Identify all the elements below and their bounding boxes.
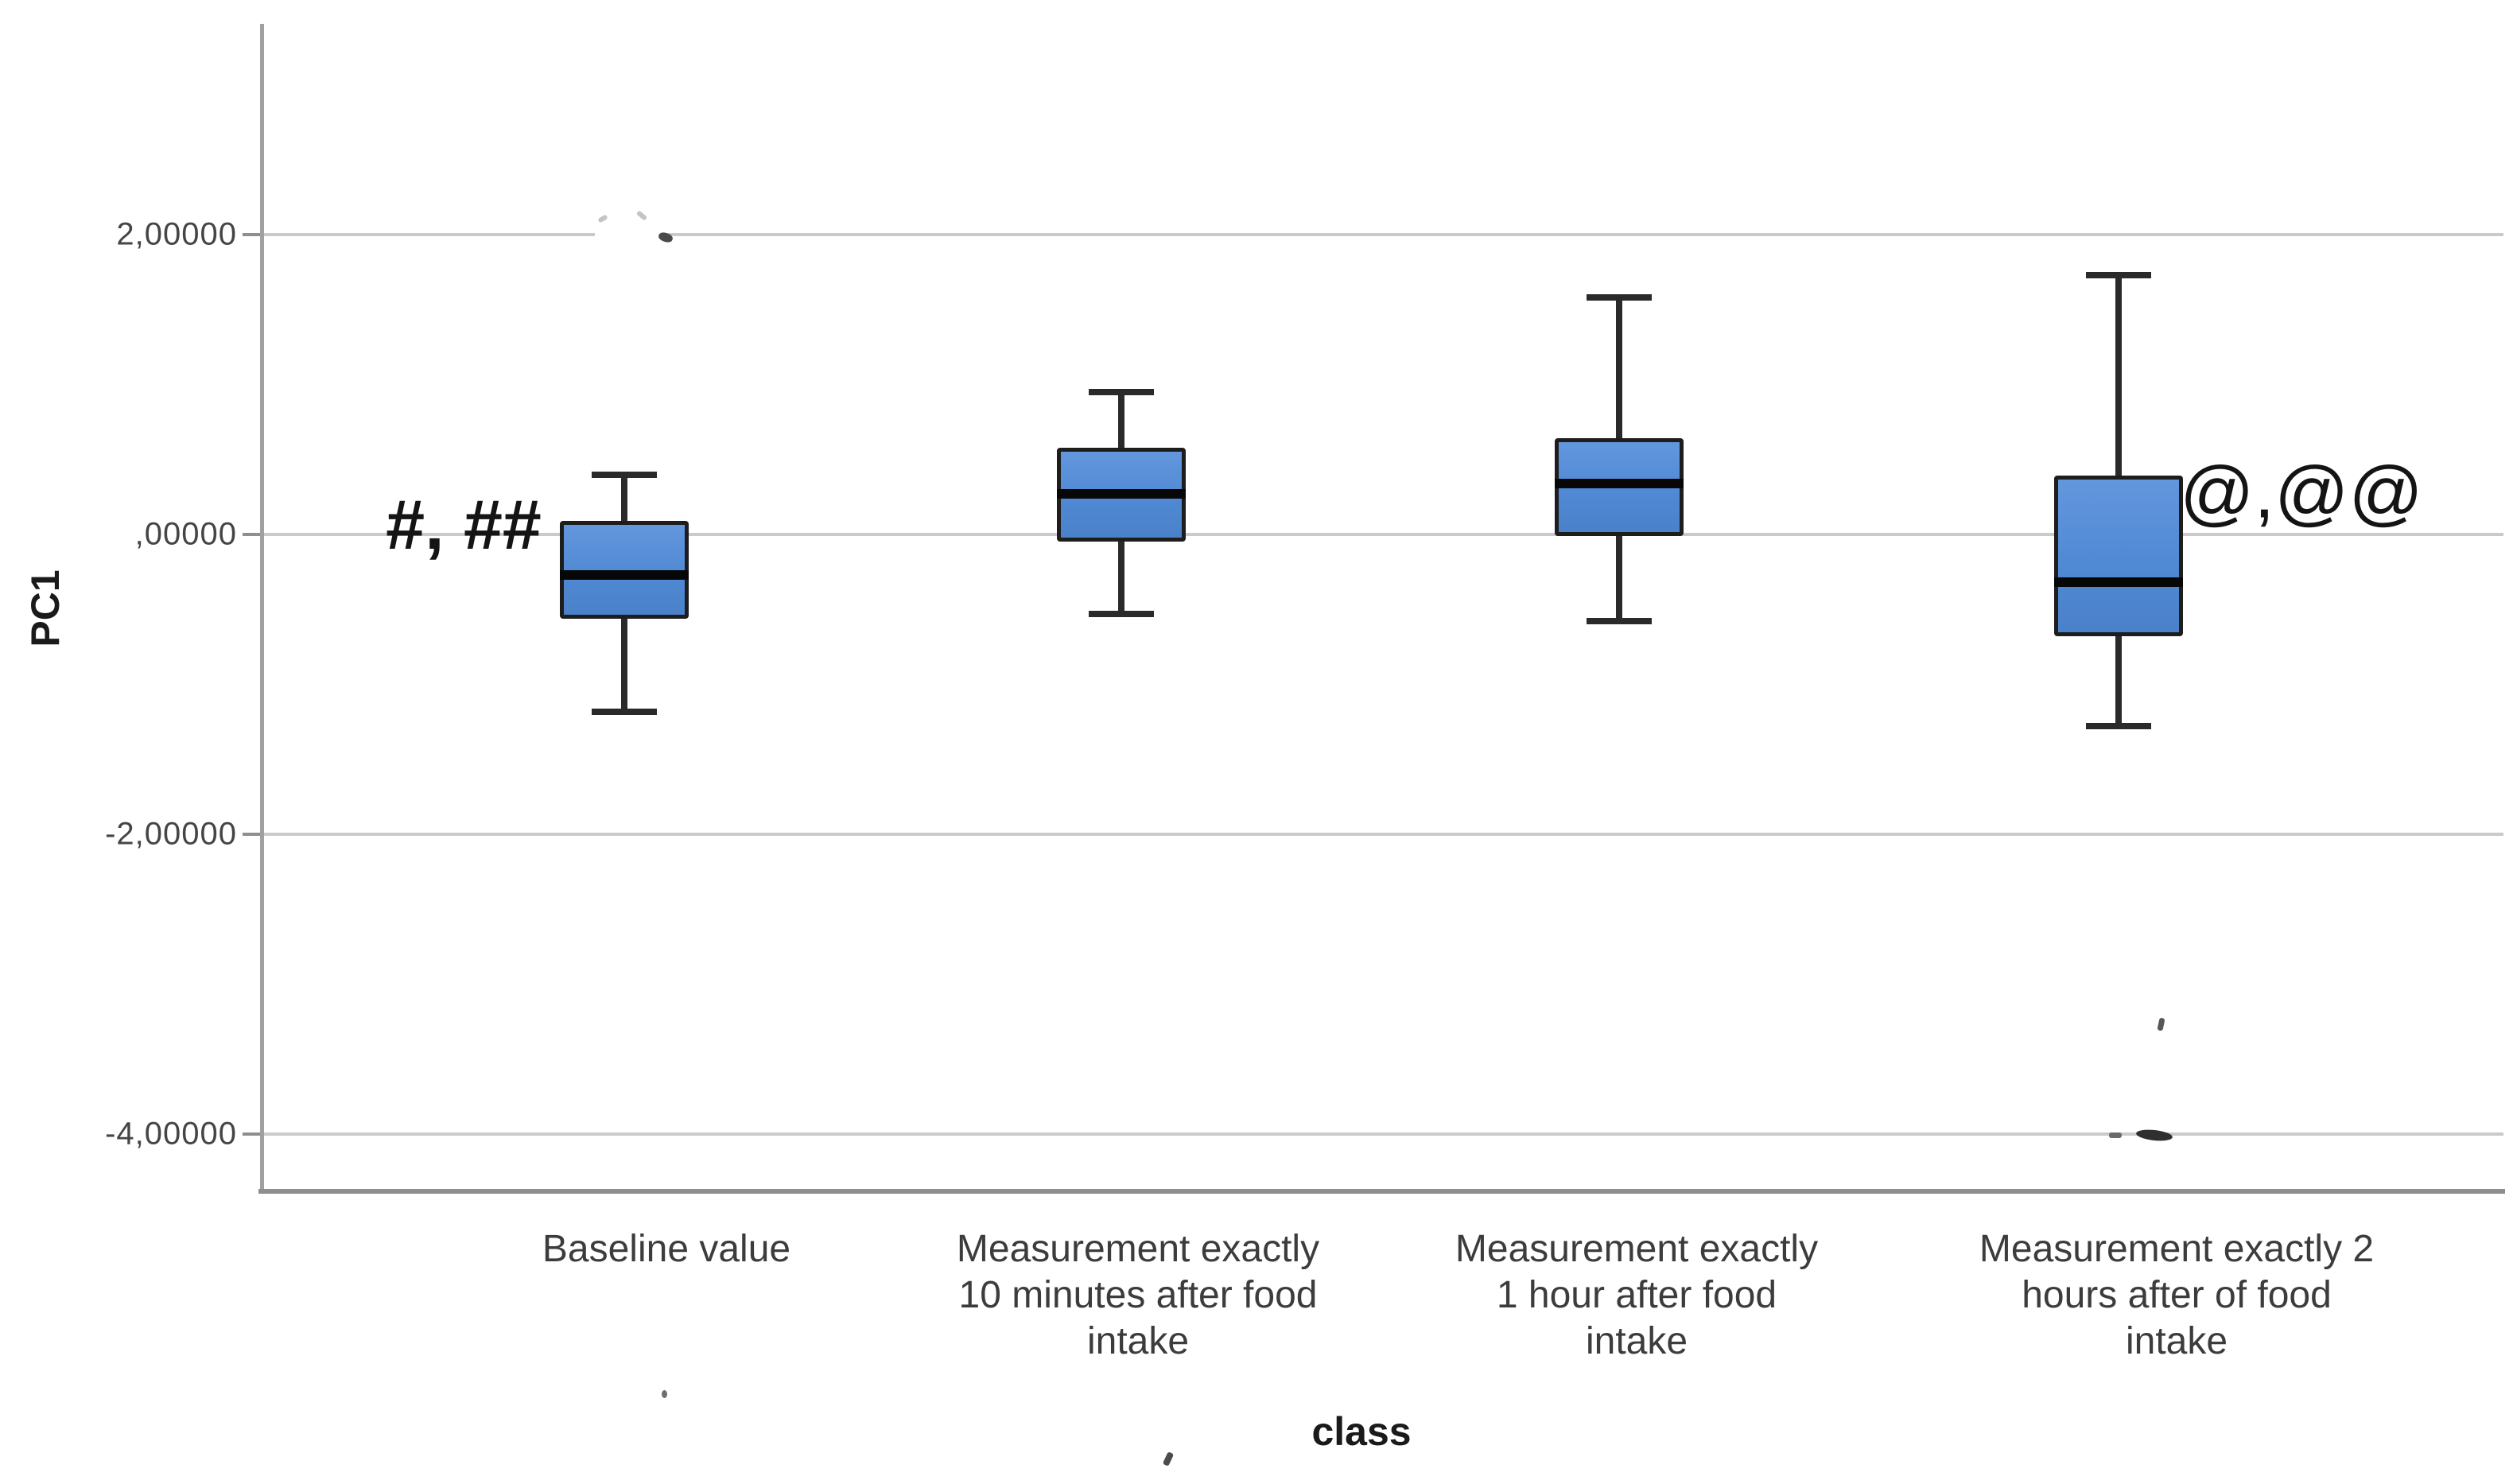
median-line-0 [560, 569, 689, 580]
significance-annotation-0: #, ## [386, 485, 542, 564]
median-line-2 [1555, 478, 1684, 488]
jpeg-artifact-dash [2109, 1132, 2122, 1138]
lower-whisker-1 [1118, 542, 1124, 614]
median-line-3 [2054, 577, 2183, 588]
lower-whisker-cap-1 [1089, 610, 1154, 617]
upper-whisker-cap-0 [592, 471, 657, 478]
iqr-box-0 [560, 521, 689, 619]
gridline-y--4,00000 [260, 1132, 2503, 1136]
lower-whisker-cap-0 [592, 708, 657, 715]
upper-whisker-0 [621, 474, 627, 522]
upper-whisker-2 [1616, 297, 1622, 439]
y-axis-title: PC1 [23, 569, 68, 647]
lower-whisker-3 [2115, 636, 2122, 727]
jpeg-artifact-dot [662, 1390, 667, 1398]
x-category-label-0: Baseline value [542, 1228, 791, 1270]
jpeg-artifact-backtick [1162, 1451, 1175, 1467]
x-category-label-3: Measurement exactly 2 hours after of foo… [1979, 1228, 2375, 1362]
y-tick-mark-0 [243, 232, 260, 236]
x-axis-line [258, 1189, 2505, 1194]
upper-whisker-cap-2 [1587, 294, 1652, 301]
y-tick-label-0: 2,00000 [116, 216, 237, 252]
y-tick-mark-1 [243, 533, 260, 536]
y-tick-mark-2 [243, 833, 260, 837]
lower-whisker-cap-3 [2086, 723, 2151, 730]
jpeg-artifact-apostrophe [2157, 1017, 2165, 1031]
jpeg-artifact-curl-1 [597, 214, 608, 223]
gridline-y-,00000 [260, 533, 2503, 536]
upper-whisker-3 [2115, 274, 2122, 476]
upper-whisker-cap-1 [1089, 388, 1154, 395]
median-line-1 [1057, 489, 1186, 499]
lower-whisker-2 [1616, 535, 1622, 622]
y-tick-label-1: ,00000 [134, 516, 237, 552]
y-axis-line [260, 24, 264, 1189]
x-category-label-2: Measurement exactly 1 hour after food in… [1455, 1228, 1819, 1362]
significance-annotation-3: @,@@ [2180, 452, 2423, 534]
lower-whisker-0 [621, 618, 627, 712]
y-tick-label-3: -4,00000 [105, 1116, 237, 1152]
gridline-y--2,00000 [260, 833, 2503, 837]
y-tick-label-2: -2,00000 [105, 816, 237, 852]
iqr-box-3 [2054, 476, 2183, 637]
upper-whisker-1 [1118, 391, 1124, 448]
y-tick-mark-3 [243, 1132, 260, 1136]
lower-whisker-cap-2 [1587, 618, 1652, 625]
x-category-label-1: Measurement exactly 10 minutes after foo… [956, 1228, 1320, 1362]
gridline-y-2,00000 [260, 232, 2503, 236]
jpeg-artifact-swoosh [2135, 1128, 2173, 1143]
jpeg-artifact-curl-2 [635, 210, 648, 221]
jpeg-artifact-gridline-top-gap [595, 229, 662, 242]
x-axis-title: class [1311, 1409, 1412, 1454]
upper-whisker-cap-3 [2086, 271, 2151, 278]
